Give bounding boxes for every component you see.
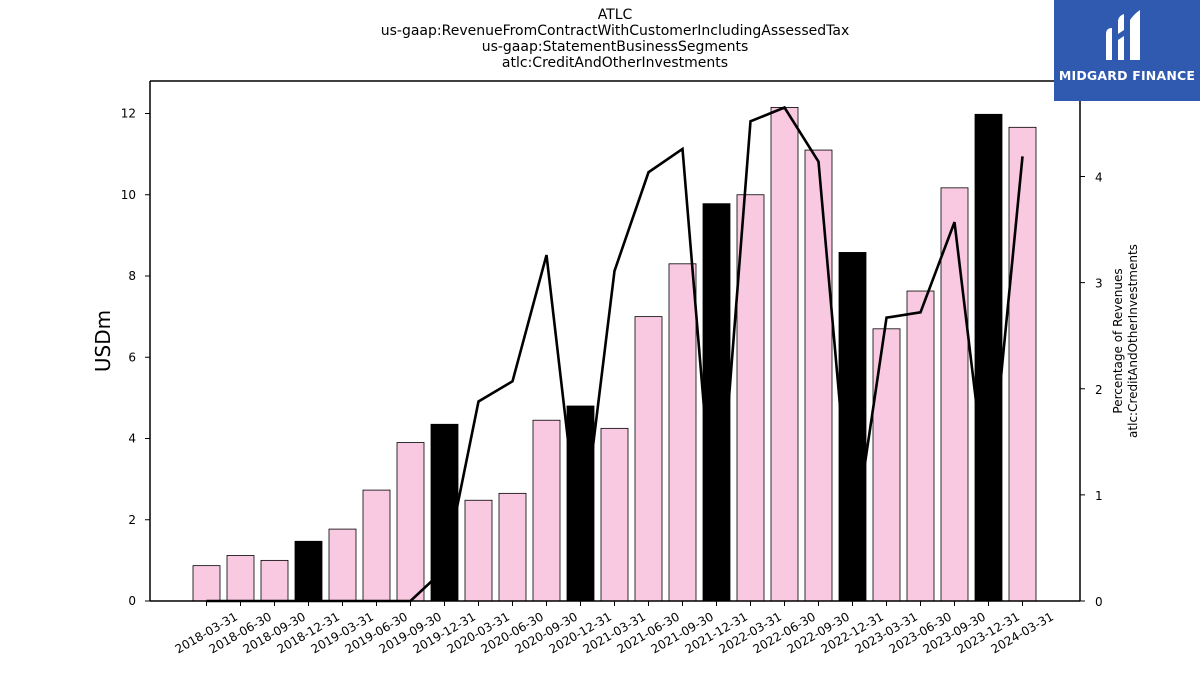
bar-2018-09-30 — [260, 559, 289, 602]
y2-tick-label: 4 — [1095, 171, 1103, 185]
bar-2024-03-31 — [1008, 126, 1037, 602]
bar-2018-03-31 — [192, 565, 221, 602]
bar-2019-03-31 — [328, 528, 357, 602]
bar-2019-06-30 — [362, 489, 391, 602]
y-tick-label: 4 — [128, 432, 136, 446]
y2-tick-label: 3 — [1095, 277, 1103, 291]
bar-2022-03-31 — [736, 194, 765, 602]
y-tick-label: 10 — [121, 188, 136, 202]
y-tick-label: 8 — [128, 269, 136, 283]
y2-tick-label: 0 — [1095, 595, 1103, 609]
bar-2020-12-31 — [566, 405, 595, 602]
y2-axis-label-line-2: atlc:CreditAndOtherInvestments — [1126, 244, 1140, 438]
chart-title-line-1: ATLC — [597, 7, 633, 23]
logo-mark-icon — [1106, 10, 1140, 60]
bar-2019-09-30 — [396, 442, 425, 602]
y2-axis-label-line-1: Percentage of Revenues — [1111, 268, 1125, 413]
bar-2021-12-31 — [702, 203, 731, 602]
y2-tick-label: 1 — [1095, 489, 1103, 503]
y-tick-label: 6 — [128, 350, 136, 364]
bar-2019-12-31 — [430, 423, 459, 602]
bar-2021-09-30 — [668, 263, 697, 602]
y-tick-label: 0 — [128, 594, 136, 608]
bar-2020-06-30 — [498, 492, 527, 602]
bar-2022-09-30 — [804, 149, 833, 602]
bar-2020-03-31 — [464, 499, 493, 602]
chart-title-line-4: atlc:CreditAndOtherInvestments — [501, 55, 729, 71]
bar-2023-03-31 — [872, 328, 901, 602]
bar-2020-09-30 — [532, 419, 561, 602]
bar-2023-09-30 — [940, 187, 969, 602]
y-axis-label: USDm — [91, 310, 115, 372]
bar-2023-12-31 — [974, 113, 1003, 602]
logo-text: MIDGARD FINANCE — [1058, 68, 1196, 83]
brand-logo: MIDGARD FINANCE — [1054, 0, 1200, 101]
bar-2022-06-30 — [770, 107, 799, 602]
bar-2018-06-30 — [226, 555, 255, 602]
chart-title-line-3: us-gaap:StatementBusinessSegments — [481, 39, 749, 55]
bar-2021-06-30 — [634, 316, 663, 602]
y-tick-label: 2 — [128, 513, 136, 527]
bar-2018-12-31 — [294, 540, 323, 602]
y-tick-label: 12 — [121, 107, 136, 121]
y2-tick-label: 2 — [1095, 383, 1103, 397]
bar-2021-03-31 — [600, 427, 629, 602]
bar-2023-06-30 — [906, 290, 935, 602]
chart-title-line-2: us-gaap:RevenueFromContractWithCustomerI… — [380, 23, 850, 39]
